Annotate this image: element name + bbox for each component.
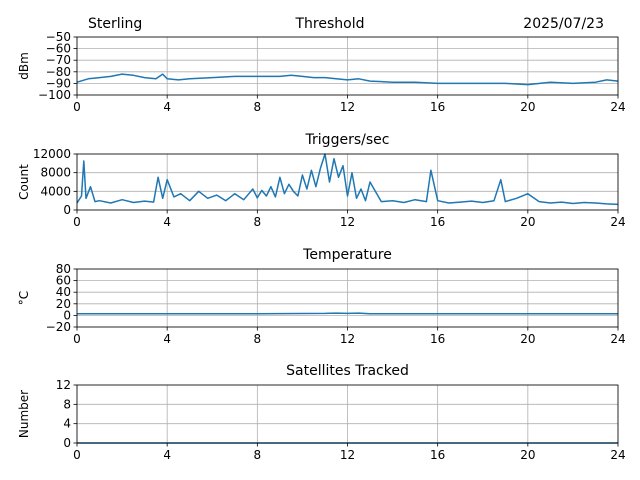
panel-title: Satellites Tracked [286, 363, 409, 379]
y-tick-label: 0 [63, 203, 71, 217]
x-tick-label: 0 [73, 448, 81, 462]
y-tick-label: 80 [56, 262, 71, 276]
y-tick-label: −70 [46, 53, 71, 67]
x-tick-label: 8 [254, 215, 262, 229]
y-tick-label: 8000 [40, 166, 71, 180]
date-label: 2025/07/23 [523, 16, 604, 32]
y-tick-label: −100 [38, 88, 71, 102]
x-tick-label: 24 [610, 100, 625, 114]
x-tick-label: 12 [340, 332, 355, 346]
y-axis-label: °C [17, 291, 31, 305]
series-line [77, 312, 618, 315]
x-tick-label: 8 [254, 100, 262, 114]
y-tick-label: 0 [63, 436, 71, 450]
x-tick-label: 4 [163, 215, 171, 229]
y-tick-label: −20 [46, 320, 71, 334]
y-tick-label: −50 [46, 30, 71, 44]
panel-title-threshold: Threshold [295, 16, 365, 32]
y-tick-label: −90 [46, 76, 71, 90]
x-tick-label: 16 [430, 215, 445, 229]
x-tick-label: 4 [163, 100, 171, 114]
y-tick-label: −60 [46, 42, 71, 56]
series-line [76, 73, 619, 86]
y-tick-label: 0 [63, 308, 71, 322]
x-tick-label: 20 [520, 100, 535, 114]
x-tick-label: 8 [254, 448, 262, 462]
x-tick-label: 16 [430, 100, 445, 114]
y-tick-label: 60 [56, 274, 71, 288]
series-line [76, 153, 619, 206]
y-tick-label: 12000 [33, 147, 71, 161]
chart-panel-1: 0 4 8 12 16 20 24 −100−90−80−70−60−50 dBm [17, 30, 626, 114]
y-axis-label: dBm [17, 52, 31, 80]
x-tick-label: 8 [254, 332, 262, 346]
x-tick-label: 0 [73, 332, 81, 346]
x-tick-label: 4 [163, 332, 171, 346]
y-tick-label: 4 [63, 417, 71, 431]
x-tick-label: 20 [520, 332, 535, 346]
x-tick-label: 16 [430, 448, 445, 462]
x-tick-label: 24 [610, 448, 625, 462]
y-tick-label: 4000 [40, 184, 71, 198]
y-tick-label: 8 [63, 397, 71, 411]
y-axis-label: Count [17, 164, 31, 200]
chart-panel-2: 0 4 8 12 16 20 24 0 4000 8000 12000 Triggers/sec Cou… [17, 132, 626, 229]
x-tick-label: 0 [73, 100, 81, 114]
x-tick-label: 12 [340, 100, 355, 114]
chart-panel-4: 0 4 8 12 16 20 24 0 4 8 12 Satellites Tracked Number [17, 363, 626, 462]
x-tick-label: 24 [610, 215, 625, 229]
x-tick-label: 20 [520, 448, 535, 462]
panel-title: Triggers/sec [305, 132, 390, 148]
y-axis-label: Number [17, 390, 31, 438]
x-tick-label: 12 [340, 215, 355, 229]
x-tick-label: 24 [610, 332, 625, 346]
panel-title: Temperature [302, 247, 392, 263]
station-label: Sterling [88, 16, 142, 32]
x-tick-label: 20 [520, 215, 535, 229]
x-tick-label: 0 [73, 215, 81, 229]
y-tick-label: 40 [56, 285, 71, 299]
x-tick-label: 12 [340, 448, 355, 462]
chart-panels: 0 4 8 12 16 20 24 −100−90−80−70−60−50 dBm 0 4 8 12 16… [17, 30, 626, 462]
y-tick-label: 12 [56, 378, 71, 392]
y-tick-label: 20 [56, 297, 71, 311]
x-tick-label: 16 [430, 332, 445, 346]
y-tick-label: −80 [46, 65, 71, 79]
x-tick-label: 4 [163, 448, 171, 462]
